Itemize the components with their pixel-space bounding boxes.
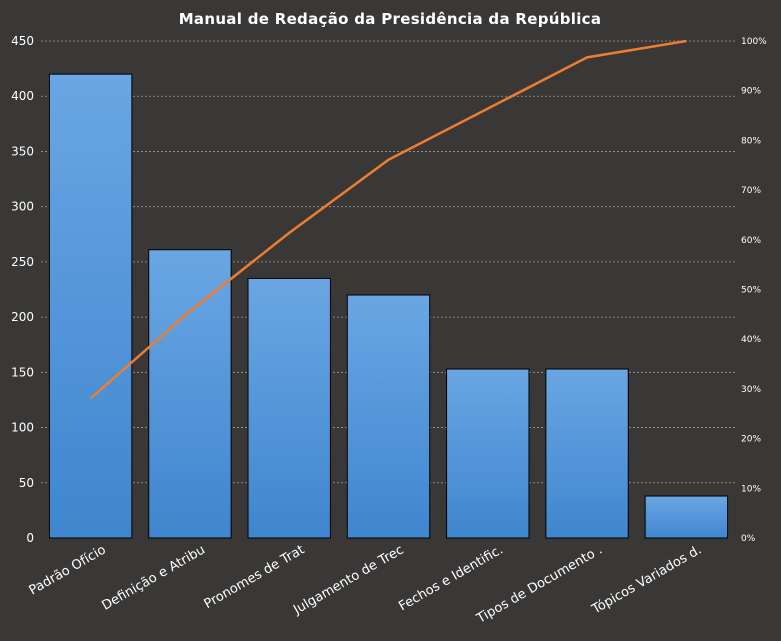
y-tick-label: 350 — [11, 144, 34, 158]
category-label: Padrão Ofício — [27, 542, 109, 598]
y2-tick-label: 50% — [741, 286, 761, 296]
bars — [48, 73, 729, 539]
bar — [346, 294, 431, 539]
cumulative-line-path — [89, 39, 687, 400]
bar — [247, 277, 331, 539]
y2-tick-label: 90% — [741, 87, 761, 97]
y-tick-label: 200 — [11, 310, 34, 324]
category-label: Pronomes de Trat — [202, 542, 308, 612]
category-label: Fechos e Identific. — [396, 542, 505, 614]
chart-title: Manual de Redação da Presidência da Repú… — [179, 10, 602, 28]
bar — [48, 73, 133, 539]
bar — [545, 368, 629, 539]
y-tick-label: 250 — [11, 255, 34, 269]
y-tick-label: 400 — [11, 89, 34, 103]
y2-tick-label: 30% — [741, 385, 761, 395]
left-axis-ticks: 0 50 100 150 200 250 300 350 400 450 — [11, 34, 34, 545]
bar — [446, 368, 530, 539]
y2-tick-label: 0% — [741, 534, 756, 544]
y-tick-label: 50 — [19, 476, 34, 490]
bar — [644, 495, 729, 539]
category-label: Julgamento de Trec — [290, 542, 406, 618]
y-tick-label: 100 — [11, 421, 34, 435]
y2-tick-label: 70% — [741, 186, 761, 196]
y2-tick-label: 20% — [741, 435, 761, 445]
y-tick-label: 150 — [11, 365, 34, 379]
y-tick-label: 450 — [11, 34, 34, 48]
y2-tick-label: 10% — [741, 484, 761, 494]
y-tick-label: 0 — [26, 531, 34, 545]
y2-tick-label: 100% — [741, 37, 767, 47]
y-tick-label: 300 — [11, 200, 34, 214]
y2-tick-label: 60% — [741, 236, 761, 246]
right-axis-ticks: 0% 10% 20% 30% 40% 50% 60% 70% 80% 90% 100% — [741, 37, 767, 544]
y2-tick-label: 80% — [741, 136, 761, 146]
category-label: Tópicos Variados d. — [589, 542, 705, 617]
y2-tick-label: 40% — [741, 335, 761, 345]
bar — [148, 249, 232, 539]
category-label: Definição e Atribu — [99, 542, 207, 613]
cumulative-line — [89, 39, 687, 400]
